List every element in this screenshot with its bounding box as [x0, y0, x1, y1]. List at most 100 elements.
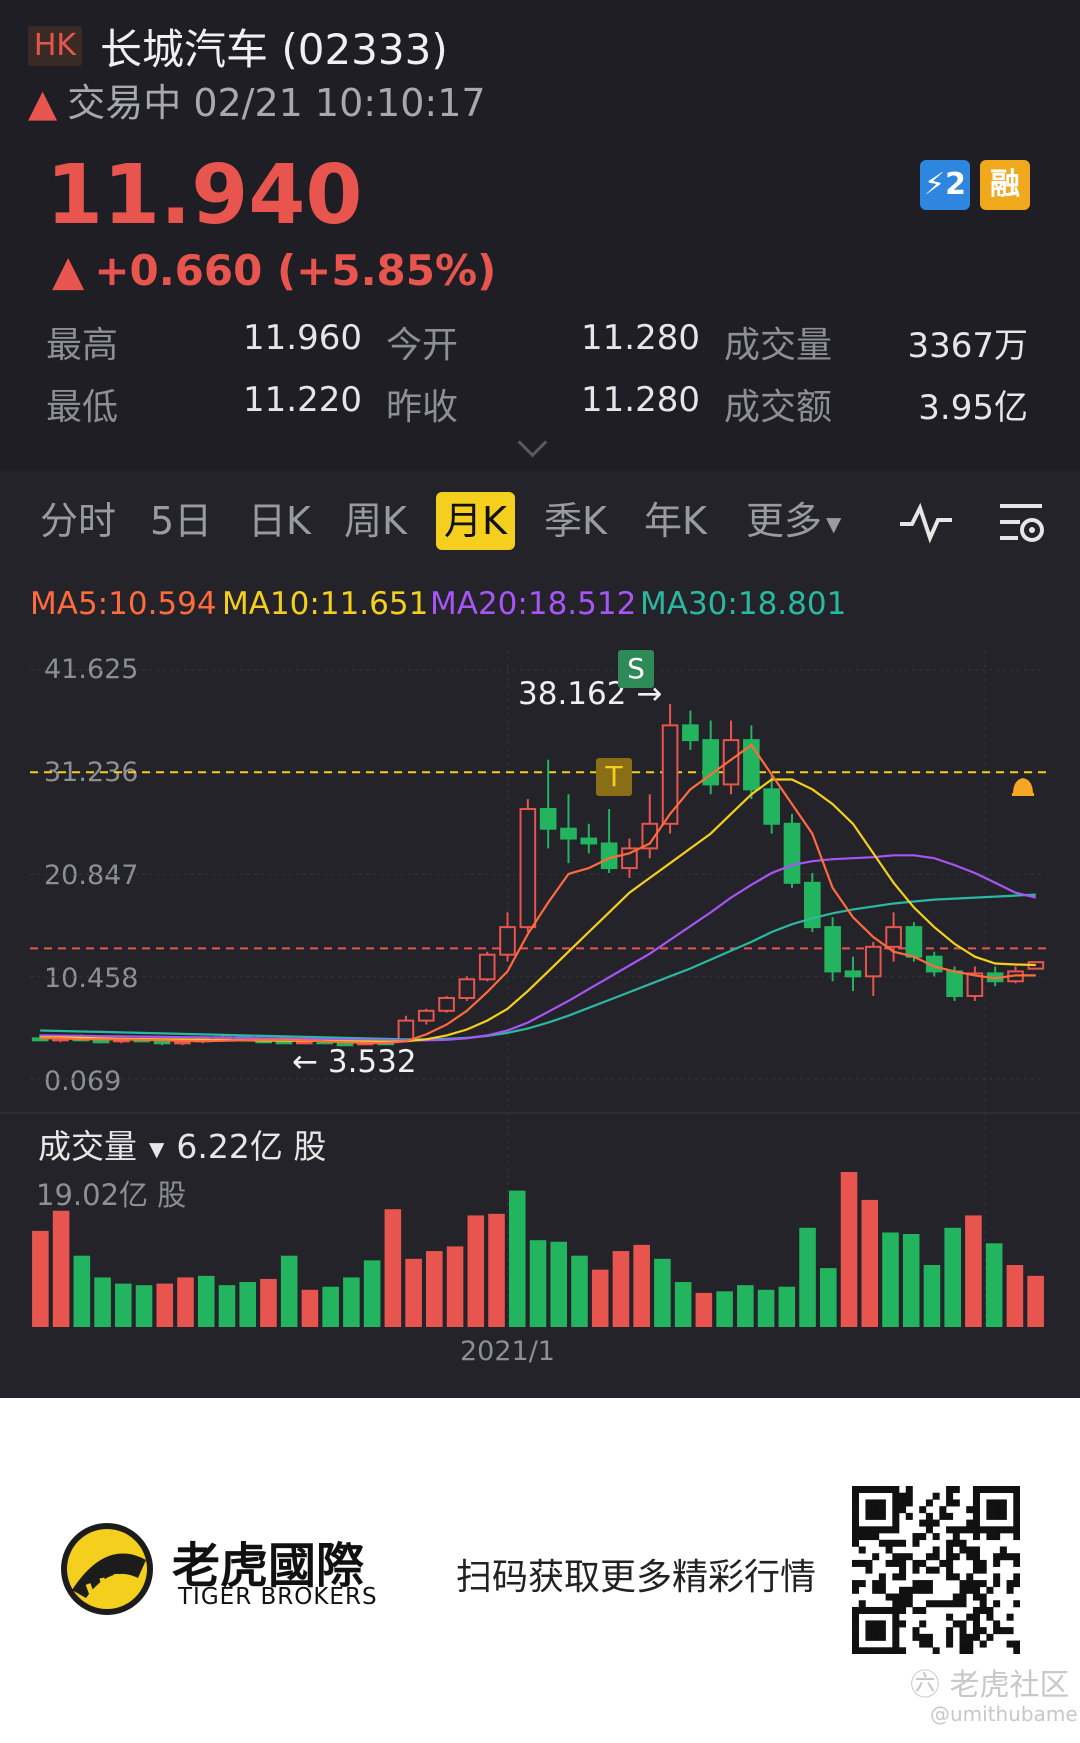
qr-module [912, 1633, 920, 1641]
qr-module [1013, 1486, 1020, 1494]
volume-bar [1027, 1275, 1044, 1327]
qr-module [986, 1506, 994, 1514]
qr-module [892, 1553, 900, 1561]
qr-module [872, 1486, 880, 1494]
qr-module [872, 1553, 880, 1561]
qr-module [852, 1539, 860, 1547]
indicator-wave-icon[interactable] [898, 500, 954, 544]
margin-badge-icon[interactable]: 融 [980, 160, 1030, 210]
qr-module [979, 1486, 987, 1494]
candlestick-chart[interactable] [0, 0, 1080, 1398]
qr-module [905, 1600, 913, 1608]
qr-module [979, 1559, 987, 1567]
qr-module [878, 1620, 886, 1628]
qr-module [912, 1566, 920, 1574]
qr-module [905, 1586, 913, 1594]
candle-body [905, 926, 923, 958]
stat-volume-value: 3367万 [907, 326, 1028, 366]
qr-module [852, 1512, 860, 1520]
volume-bar [737, 1285, 754, 1327]
candle-body [92, 1039, 110, 1044]
qr-code-icon[interactable] [852, 1486, 1020, 1654]
qr-module [966, 1506, 974, 1514]
qr-module [993, 1600, 1001, 1608]
ma10-line [40, 778, 1036, 1043]
qr-module [858, 1600, 866, 1608]
qr-module [946, 1553, 954, 1561]
qr-module [993, 1486, 1001, 1494]
qr-module [979, 1566, 987, 1574]
sell-marker-icon[interactable]: S [618, 650, 654, 688]
qr-module [932, 1533, 940, 1541]
qr-module [925, 1566, 933, 1574]
tab-quarterly[interactable]: 季K [544, 499, 607, 543]
qr-module [972, 1586, 980, 1594]
qr-module [999, 1486, 1007, 1494]
qr-module [972, 1506, 980, 1514]
qr-module [865, 1526, 873, 1534]
tab-more[interactable]: 更多 ▼ [746, 492, 841, 550]
qr-module [946, 1633, 954, 1641]
qr-module [993, 1533, 1001, 1541]
qr-module [852, 1633, 860, 1641]
qr-module [858, 1580, 866, 1588]
qr-module [899, 1559, 907, 1567]
qr-module [993, 1526, 1001, 1534]
qr-module [905, 1492, 913, 1500]
qr-module [878, 1627, 886, 1635]
qr-module [892, 1606, 900, 1614]
qr-module [999, 1627, 1007, 1635]
price-alert-bell-icon[interactable] [1010, 774, 1036, 800]
qr-module [892, 1526, 900, 1534]
chart-settings-icon[interactable] [996, 498, 1046, 546]
qr-module [966, 1647, 974, 1654]
qr-module [946, 1492, 954, 1500]
community-name: 老虎社区 [949, 1668, 1070, 1703]
qr-module [972, 1559, 980, 1567]
qr-module [878, 1506, 886, 1514]
qr-module [979, 1606, 987, 1614]
qr-module [939, 1559, 947, 1567]
qr-module [932, 1492, 940, 1500]
qr-module [852, 1620, 860, 1628]
candle-body [702, 739, 720, 786]
candle-body [763, 788, 780, 825]
qr-module [993, 1573, 1001, 1581]
qr-module [966, 1580, 974, 1588]
qr-module [858, 1546, 866, 1554]
qr-module [986, 1606, 994, 1614]
tab-weekly[interactable]: 周K [344, 499, 407, 543]
qr-module [972, 1593, 980, 1601]
tab-yearly[interactable]: 年K [644, 499, 707, 543]
qr-module [872, 1586, 880, 1594]
qr-module [979, 1593, 987, 1601]
qr-module [946, 1512, 954, 1520]
author-handle: @umithubame [930, 1702, 1078, 1726]
tab-intraday[interactable]: 分时 [40, 499, 117, 543]
qr-module [1006, 1627, 1014, 1635]
qr-module [885, 1526, 893, 1534]
tiger-logo-icon [61, 1523, 153, 1615]
qr-module [885, 1559, 893, 1567]
qr-module [1006, 1613, 1014, 1621]
tab-5day[interactable]: 5日 [150, 499, 213, 543]
qr-module [959, 1633, 967, 1641]
qr-module [925, 1519, 933, 1527]
qr-module [892, 1492, 900, 1500]
qr-module [872, 1499, 880, 1507]
qr-module [912, 1606, 920, 1614]
tab-monthly[interactable]: 月K [436, 492, 515, 550]
volume-selector[interactable]: 成交量 ▼ 6.22亿 股 [38, 1120, 326, 1168]
volume-bar [529, 1240, 547, 1327]
qr-module [986, 1533, 994, 1541]
qr-module [892, 1559, 900, 1567]
level2-badge-icon[interactable]: ⚡2 [920, 160, 970, 210]
volume-bar [550, 1241, 568, 1327]
qr-module [946, 1539, 954, 1547]
qr-module [885, 1647, 893, 1654]
volume-bar [280, 1255, 298, 1327]
tab-daily[interactable]: 日K [248, 499, 311, 543]
ma30-label: MA30:18.801 [640, 586, 847, 622]
trade-marker-icon[interactable]: T [596, 758, 632, 796]
candle-body [661, 724, 679, 825]
